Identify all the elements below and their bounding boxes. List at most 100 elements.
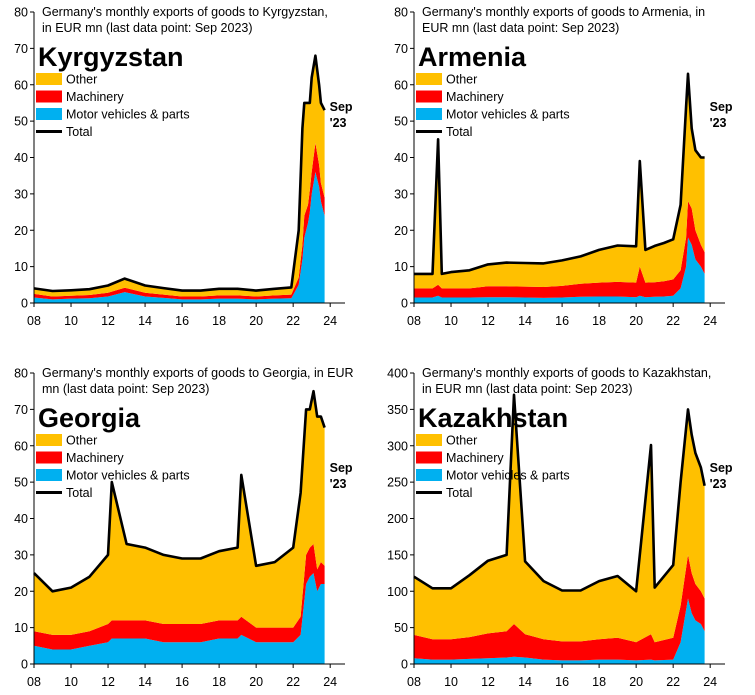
x-tick-label: 10 [64, 675, 78, 689]
y-tick-label: 0 [401, 297, 408, 311]
chart-subtitle: mn (last data point: Sep 2023) [42, 382, 209, 396]
x-tick-label: 18 [592, 314, 606, 328]
legend-swatch [416, 451, 442, 464]
x-tick-label: 24 [703, 675, 717, 689]
total-line [33, 54, 326, 293]
legend-swatch [36, 434, 62, 446]
y-tick-label: 80 [394, 6, 408, 20]
y-tick-label: 0 [21, 658, 28, 672]
end-label: '23 [330, 116, 347, 130]
area-other [414, 73, 705, 289]
y-tick-label: 40 [14, 151, 28, 165]
legend-label: Total [446, 125, 472, 139]
y-tick-label: 60 [14, 439, 28, 453]
y-tick-label: 50 [394, 115, 408, 129]
end-label: '23 [710, 477, 727, 491]
chart-subtitle: in EUR mn (last data point: Sep 2023) [422, 382, 633, 396]
legend-label: Machinery [66, 90, 124, 104]
total-line [413, 393, 706, 593]
area-motor-vehicles-parts [414, 237, 705, 303]
x-tick-label: 20 [629, 314, 643, 328]
x-tick-label: 16 [555, 314, 569, 328]
area-machinery [414, 554, 705, 661]
legend-swatch [36, 469, 62, 481]
y-tick-label: 30 [14, 187, 28, 201]
legend-label: Total [446, 486, 472, 500]
x-tick-label: 18 [592, 675, 606, 689]
y-tick-label: 20 [394, 224, 408, 238]
total-line [33, 389, 326, 593]
chart-panel-0: 0 10 20 30 40 50 60 70 80 08 10 12 14 16 18 20 22 24 Germa… [14, 5, 353, 328]
x-tick-label: 20 [249, 314, 263, 328]
y-tick-label: 150 [387, 548, 408, 562]
legend-swatch [36, 108, 62, 120]
x-tick-label: 14 [518, 675, 532, 689]
x-tick-label: 10 [64, 314, 78, 328]
y-tick-label: 200 [387, 512, 408, 526]
y-tick-label: 70 [14, 42, 28, 56]
legend-label: Total [66, 486, 92, 500]
legend-swatch [416, 90, 442, 103]
chart-panel-2: 0 10 20 30 40 50 60 70 80 08 10 12 14 16 18 20 22 24 Germa… [14, 366, 353, 689]
chart-subtitle: Germany's monthly exports of goods to Ky… [42, 5, 328, 19]
y-tick-label: 350 [387, 403, 408, 417]
legend-swatch [36, 451, 62, 464]
y-tick-label: 50 [394, 621, 408, 635]
end-label: '23 [330, 477, 347, 491]
end-label: '23 [710, 116, 727, 130]
x-tick-label: 22 [286, 675, 300, 689]
x-tick-label: 14 [518, 314, 532, 328]
x-tick-label: 14 [138, 675, 152, 689]
y-tick-label: 60 [14, 78, 28, 92]
country-name: Armenia [418, 42, 527, 72]
legend-swatch [36, 73, 62, 85]
y-tick-label: 70 [14, 403, 28, 417]
legend-label: Other [66, 73, 97, 87]
legend-swatch [416, 434, 442, 446]
y-tick-label: 40 [394, 151, 408, 165]
y-tick-label: 30 [14, 548, 28, 562]
y-tick-label: 60 [394, 78, 408, 92]
end-label: Sep [710, 461, 733, 475]
y-tick-label: 70 [394, 42, 408, 56]
x-tick-label: 22 [666, 675, 680, 689]
x-tick-label: 24 [323, 675, 337, 689]
country-name: Kyrgyzstan [38, 42, 184, 72]
legend-label: Machinery [66, 451, 124, 465]
y-tick-label: 40 [14, 512, 28, 526]
chart-subtitle: EUR mn (last data point: Sep 2023) [422, 21, 619, 35]
area-other [34, 55, 325, 297]
area-motor-vehicles-parts [414, 598, 705, 664]
y-tick-label: 50 [14, 476, 28, 490]
legend-label: Motor vehicles & parts [66, 108, 190, 122]
y-tick-label: 50 [14, 115, 28, 129]
area-machinery [414, 201, 705, 298]
y-tick-label: 30 [394, 187, 408, 201]
x-tick-label: 10 [444, 675, 458, 689]
y-tick-label: 20 [14, 224, 28, 238]
area-other [34, 391, 325, 635]
y-tick-label: 400 [387, 367, 408, 381]
x-tick-label: 12 [481, 314, 495, 328]
y-tick-label: 0 [401, 658, 408, 672]
x-tick-label: 18 [212, 314, 226, 328]
x-tick-label: 08 [407, 675, 421, 689]
end-label: Sep [330, 461, 353, 475]
area-other [414, 394, 705, 643]
y-tick-label: 10 [14, 621, 28, 635]
y-tick-label: 100 [387, 585, 408, 599]
country-name: Kazakhstan [418, 403, 568, 433]
chart-subtitle: Germany's monthly exports of goods to Ka… [422, 366, 711, 380]
x-tick-label: 18 [212, 675, 226, 689]
x-tick-label: 16 [175, 675, 189, 689]
x-tick-label: 16 [555, 675, 569, 689]
country-name: Georgia [38, 403, 141, 433]
x-tick-label: 20 [629, 675, 643, 689]
y-tick-label: 20 [14, 585, 28, 599]
legend-label: Other [446, 434, 477, 448]
legend-label: Other [446, 73, 477, 87]
chart-panel-1: 0 10 20 30 40 50 60 70 80 08 10 12 14 16 18 20 22 24 Germa… [394, 5, 733, 328]
chart-subtitle: Germany's monthly exports of goods to Ge… [42, 366, 354, 380]
y-tick-label: 10 [14, 260, 28, 274]
